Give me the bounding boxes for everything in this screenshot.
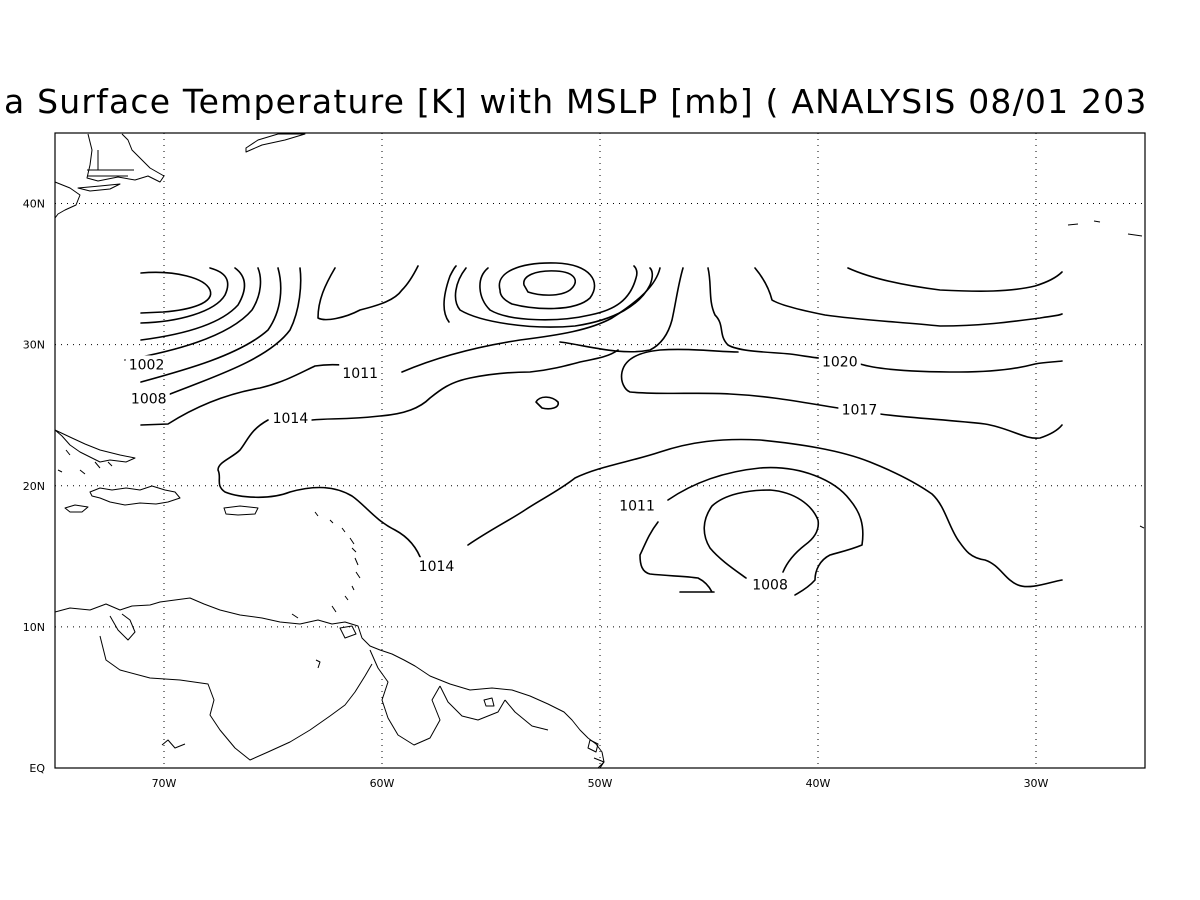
contour-line <box>859 360 1063 373</box>
coastlines <box>54 133 1145 769</box>
lon-tick-label: 60W <box>370 777 395 790</box>
coastline-us-east <box>54 181 81 219</box>
coastline-cape-verde <box>1139 525 1145 529</box>
mslp-contours <box>124 262 1063 596</box>
contour-label: 1002 <box>129 357 165 373</box>
contour-labels: 1002 1008 1011 1014 1020 1017 1011 1014 1008 <box>125 352 881 594</box>
contour-label-bg <box>838 400 881 417</box>
gridlines <box>55 133 1145 768</box>
contour-label-bg <box>749 575 792 592</box>
contour-line <box>879 413 1063 439</box>
contour-line <box>620 348 839 409</box>
contour-label: 1008 <box>752 578 788 594</box>
lat-tick-label: 40N <box>23 198 45 211</box>
contour-line <box>311 349 619 421</box>
coastline-sa-west <box>161 739 186 749</box>
contour-label-bg <box>125 355 168 372</box>
contour-label: 1020 <box>822 355 858 371</box>
boundary-guyana <box>369 649 441 746</box>
contour-line <box>140 267 282 383</box>
coastline-caribbean-island <box>315 659 321 669</box>
boundary-french-guiana <box>504 699 549 731</box>
coastline-south-america <box>54 597 605 769</box>
coastline-lesser-antilles <box>291 511 361 619</box>
contour-line <box>140 363 373 426</box>
page-title-text: a Surface Temperature [K] with MSLP [mb]… <box>4 82 1148 121</box>
contour-label: 1008 <box>131 391 167 407</box>
lat-tick-label: 20N <box>23 480 45 493</box>
boundary-suriname <box>439 685 506 721</box>
coastline-venezuela-interior <box>99 635 373 761</box>
lon-tick-label: 30W <box>1024 777 1049 790</box>
contour-line <box>703 489 820 579</box>
contour-line <box>124 267 262 361</box>
lon-tick-label: 40W <box>806 777 831 790</box>
contour-line <box>667 466 864 596</box>
contour-line <box>707 267 821 359</box>
coastline-new-england <box>86 133 165 183</box>
lon-tick-label: 50W <box>588 777 613 790</box>
lat-tick-label: 30N <box>23 339 45 352</box>
coastline-maracaibo <box>109 613 136 641</box>
contour-label: 1014 <box>273 411 309 427</box>
coastline-jamaica <box>64 504 89 513</box>
coastline-cuba <box>54 429 136 463</box>
page-title: a Surface Temperature [K] with MSLP [mb]… <box>0 82 1200 126</box>
lat-tick-label: 10N <box>23 621 45 634</box>
lat-tick-label: EQ <box>29 762 45 775</box>
contour-label-bg <box>616 496 659 513</box>
contour-line <box>140 267 229 324</box>
coastline-azores <box>1067 220 1143 237</box>
contour-label-bg <box>269 409 312 426</box>
coastline-island-small <box>483 697 495 707</box>
contour-line <box>523 270 577 296</box>
coastline-puerto-rico <box>223 505 259 516</box>
contour-line <box>847 267 1063 292</box>
contour-label-bg <box>339 363 382 380</box>
coastline-bahamas <box>57 449 113 475</box>
contour-line <box>140 271 212 314</box>
boundary-lines-ne <box>87 150 134 177</box>
contour-label: 1011 <box>619 499 655 515</box>
contour-line <box>454 267 654 328</box>
lon-tick-label: 70W <box>152 777 177 790</box>
contour-line <box>164 267 302 397</box>
contour-line <box>559 267 684 353</box>
plot-frame <box>54 132 1146 769</box>
coastline-nova-scotia <box>245 133 306 153</box>
contour-line <box>754 267 1063 327</box>
contour-line <box>317 265 457 323</box>
axis-tick-labels: 70W 60W 50W 40W 30W EQ 10N 20N 30N 40N <box>23 198 1049 790</box>
contour-label-bg <box>127 389 170 406</box>
contour-line <box>639 521 715 593</box>
contour-line <box>140 267 246 341</box>
contour-line <box>479 265 638 321</box>
contour-line <box>498 262 596 310</box>
contour-line <box>401 267 661 373</box>
coastline-trinidad <box>339 625 357 639</box>
contour-line <box>467 438 1063 588</box>
coastline-long-island <box>77 183 121 192</box>
contour-label-bg <box>818 352 861 369</box>
coastline-amazon-mouth <box>587 739 605 769</box>
contour-label-bg <box>415 557 458 574</box>
contour-label: 1017 <box>842 403 878 419</box>
contour-line <box>217 419 423 563</box>
contour-label: 1011 <box>342 366 378 382</box>
coastline-hispaniola <box>89 485 181 506</box>
contour-label: 1014 <box>419 559 455 575</box>
contour-line <box>535 396 560 410</box>
